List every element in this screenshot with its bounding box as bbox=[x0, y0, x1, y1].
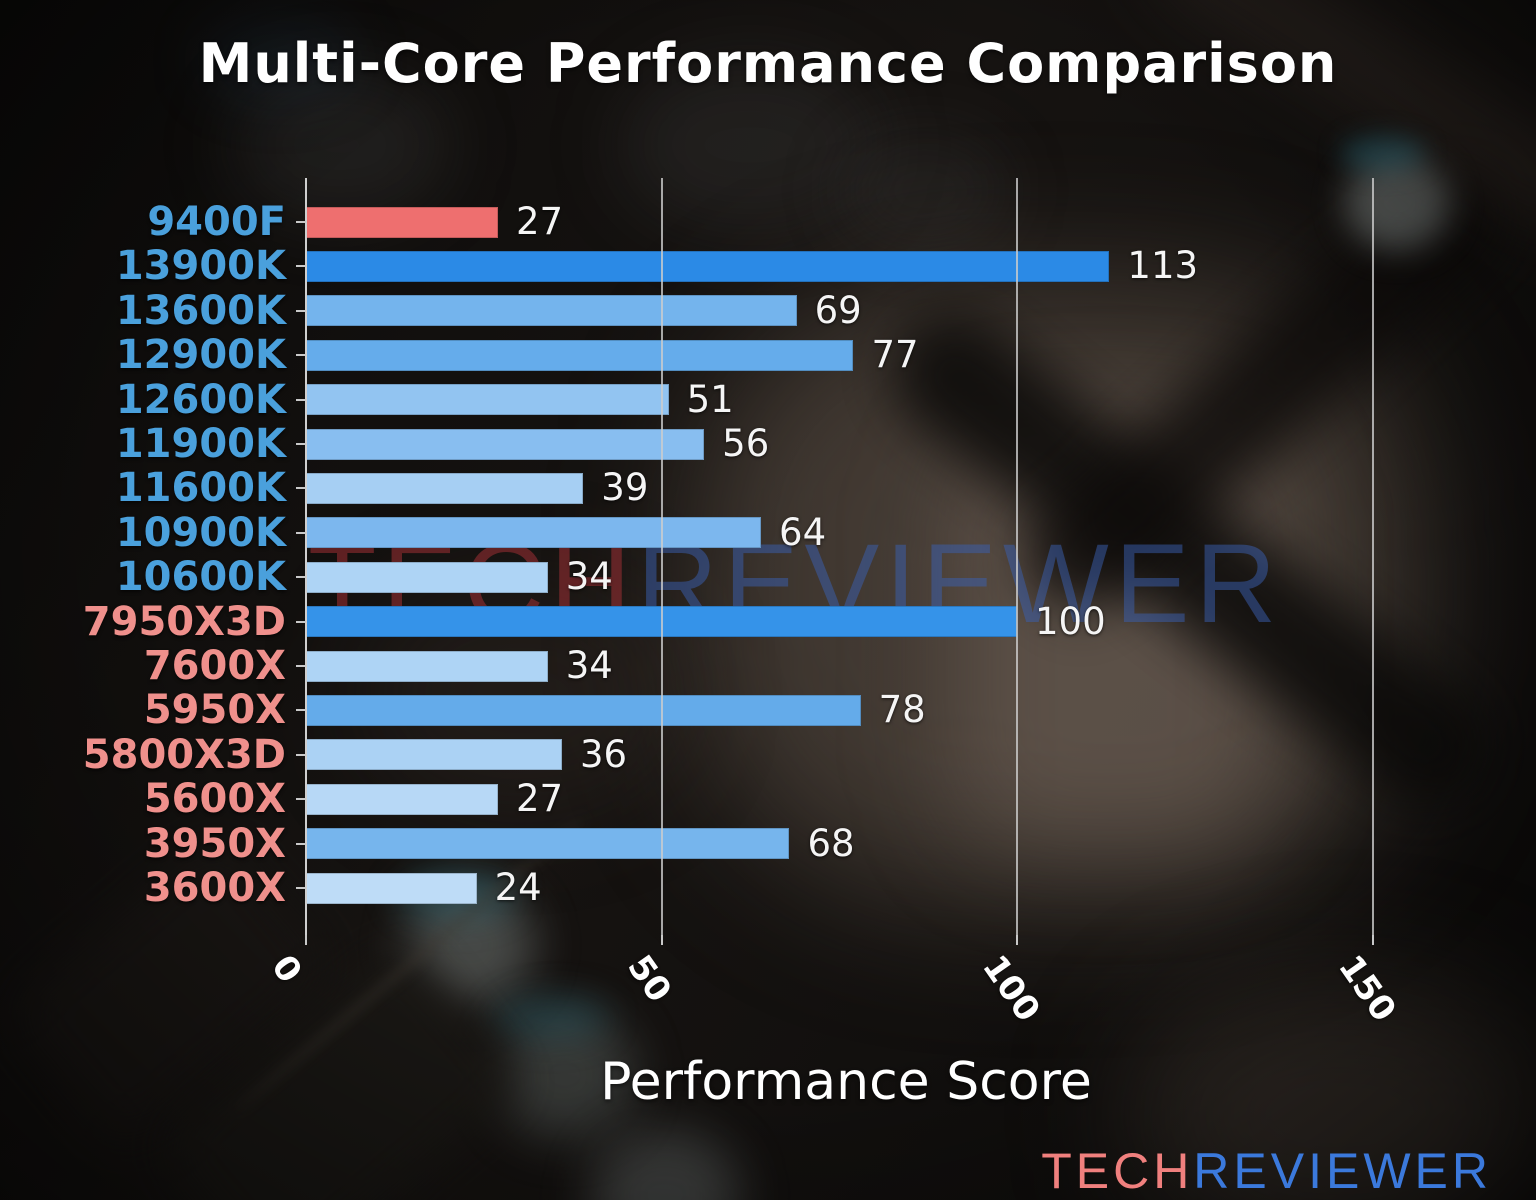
category-label-7950x3d: 7950X3D bbox=[82, 598, 286, 645]
bar-10600k bbox=[306, 561, 548, 593]
y-tick-mark bbox=[296, 443, 306, 445]
value-label-7600x: 34 bbox=[565, 644, 613, 687]
value-label-13600k: 69 bbox=[814, 288, 862, 332]
bar-11600k bbox=[306, 472, 584, 504]
value-label-12900k: 77 bbox=[871, 333, 919, 377]
value-label-11900k: 56 bbox=[722, 422, 770, 465]
category-label-3600x: 3600X bbox=[143, 865, 286, 911]
category-label-12900k: 12900K bbox=[115, 332, 286, 379]
gridline-100 bbox=[1016, 178, 1018, 935]
bar-13900k bbox=[306, 250, 1110, 282]
category-label-5950x: 5950X bbox=[143, 687, 286, 734]
y-tick-mark bbox=[296, 753, 306, 756]
x-axis-title: Performance Score bbox=[600, 1052, 1092, 1112]
category-label-10600k: 10600K bbox=[115, 554, 286, 601]
brand-logo: TECHREVIEWER bbox=[1041, 1146, 1492, 1196]
value-label-5600x: 27 bbox=[515, 777, 564, 821]
bar-5600x bbox=[306, 783, 498, 815]
brand-logo-reviewer: REVIEWER bbox=[1193, 1143, 1492, 1199]
x-tick-mark bbox=[305, 935, 307, 945]
bar-12900k bbox=[306, 339, 854, 371]
value-label-13900k: 113 bbox=[1127, 244, 1199, 288]
y-tick-mark bbox=[296, 709, 306, 712]
bar-11900k bbox=[306, 428, 705, 460]
category-label-5600x: 5600X bbox=[143, 776, 286, 823]
bar-7600x bbox=[306, 650, 548, 682]
chart-title: Multi-Core Performance Comparison bbox=[198, 32, 1338, 95]
brand-logo-tech: TECH bbox=[1041, 1143, 1194, 1199]
bar-10900k bbox=[306, 517, 762, 549]
bar-5950x bbox=[306, 694, 861, 726]
value-label-9400f: 27 bbox=[515, 200, 564, 243]
category-label-10900k: 10900K bbox=[115, 509, 286, 556]
x-tick-mark bbox=[660, 935, 663, 945]
value-label-11600k: 39 bbox=[601, 466, 649, 510]
value-label-10900k: 64 bbox=[779, 510, 827, 554]
category-label-11900k: 11900K bbox=[115, 421, 286, 467]
category-label-13600k: 13600K bbox=[115, 287, 286, 334]
value-label-12600k: 51 bbox=[686, 377, 734, 421]
bar-3950x bbox=[306, 828, 790, 860]
plot-area: TECHREVIEWER 271136977515639643410034783… bbox=[296, 178, 1386, 945]
y-tick-mark bbox=[296, 531, 306, 534]
y-tick-mark bbox=[296, 576, 306, 579]
y-tick-mark bbox=[296, 221, 306, 223]
y-tick-mark bbox=[296, 842, 306, 845]
y-tick-mark bbox=[296, 265, 306, 268]
value-label-7950x3d: 100 bbox=[1035, 599, 1106, 643]
y-tick-mark bbox=[296, 798, 306, 801]
bar-13600k bbox=[306, 295, 797, 327]
value-label-10600k: 34 bbox=[565, 555, 613, 599]
gridline-50 bbox=[660, 178, 663, 935]
x-tick-mark bbox=[1016, 935, 1018, 945]
bar-12600k bbox=[306, 384, 669, 416]
x-tick-mark bbox=[1371, 935, 1374, 945]
category-label-11600k: 11600K bbox=[115, 465, 286, 512]
bar-5800x3d bbox=[306, 739, 562, 771]
y-axis-spine bbox=[305, 178, 307, 935]
value-label-5950x: 78 bbox=[878, 688, 926, 732]
bar-9400f bbox=[306, 206, 498, 238]
y-tick-mark bbox=[296, 487, 306, 490]
y-tick-mark bbox=[296, 398, 306, 401]
category-label-7600x: 7600X bbox=[143, 643, 286, 689]
category-label-13900k: 13900K bbox=[115, 243, 286, 290]
value-label-3950x: 68 bbox=[807, 821, 855, 865]
category-label-3950x: 3950X bbox=[143, 820, 286, 867]
y-tick-mark bbox=[296, 665, 306, 667]
y-tick-mark bbox=[296, 354, 306, 357]
bar-3600x bbox=[306, 872, 477, 904]
value-label-5800x3d: 36 bbox=[579, 732, 628, 776]
category-label-12600k: 12600K bbox=[115, 376, 286, 423]
category-label-9400f: 9400F bbox=[147, 199, 286, 245]
y-tick-mark bbox=[296, 309, 306, 312]
gridline-150 bbox=[1371, 178, 1374, 935]
category-label-5800x3d: 5800X3D bbox=[82, 731, 286, 778]
value-label-3600x: 24 bbox=[494, 866, 542, 909]
y-tick-mark bbox=[296, 887, 306, 889]
y-axis-labels: 9400F 13900K 13600K 12900K 12600K 11900K 11600… bbox=[0, 178, 286, 935]
y-tick-mark bbox=[296, 620, 306, 623]
